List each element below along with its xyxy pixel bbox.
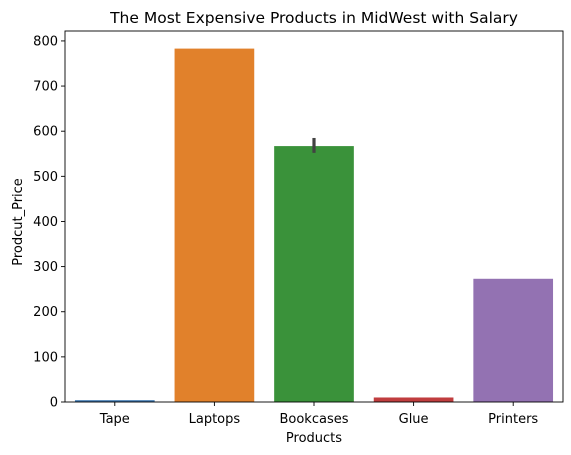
y-tick-label: 800 xyxy=(33,34,58,49)
plot-area xyxy=(74,48,554,403)
plot-frame xyxy=(64,30,564,403)
bar-tape xyxy=(74,400,155,402)
y-axis-label: Prodcut_Price xyxy=(11,178,26,266)
y-tick-label: 200 xyxy=(33,305,58,320)
bar-printers xyxy=(473,278,554,402)
chart-title: The Most Expensive Products in MidWest w… xyxy=(109,9,518,27)
x-tick-label-tape: Tape xyxy=(99,412,130,427)
y-tick-label: 600 xyxy=(33,125,58,140)
y-tick-label: 700 xyxy=(33,80,58,95)
x-tick-label-laptops: Laptops xyxy=(189,412,241,427)
bar-glue xyxy=(373,397,454,402)
y-tick-label: 400 xyxy=(33,215,58,230)
y-tick-label: 500 xyxy=(33,170,58,185)
bar-bookcases xyxy=(274,146,354,402)
y-axis: 0 100 200 300 400 500 600 700 800 xyxy=(33,34,65,411)
x-tick-label-bookcases: Bookcases xyxy=(279,412,348,427)
y-tick-label: 100 xyxy=(33,350,58,365)
y-tick-label: 300 xyxy=(33,260,58,275)
x-tick-label-printers: Printers xyxy=(488,412,538,427)
x-axis: Tape Laptops Bookcases Glue Printers xyxy=(99,402,538,427)
y-tick-label: 0 xyxy=(50,396,58,411)
x-tick-label-glue: Glue xyxy=(399,412,429,427)
x-axis-label: Products xyxy=(286,431,342,446)
bar-laptops xyxy=(174,48,255,403)
